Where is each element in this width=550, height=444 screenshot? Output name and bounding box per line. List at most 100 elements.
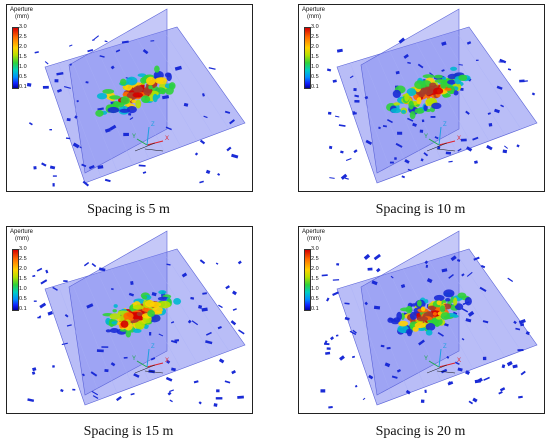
fracture-patch (496, 85, 503, 90)
fracture-patch (69, 63, 72, 66)
fracture-patch (232, 308, 237, 311)
fracture-patch (226, 146, 232, 152)
fracture-cluster-element (132, 304, 144, 310)
fracture-patch (237, 395, 244, 399)
colorbar-tick-label: 0.5 (311, 74, 319, 80)
fracture-cluster-element (414, 108, 425, 114)
fracture-patch (334, 115, 340, 118)
fracture-patch (336, 48, 343, 53)
fracture-patch (461, 337, 465, 341)
colorbar-tick-label: 2.5 (19, 256, 27, 262)
fracture-patch (389, 161, 394, 164)
fracture-patch (121, 40, 129, 44)
fracture-patch (461, 273, 465, 277)
axis-z-line (146, 126, 150, 146)
fracture-patch (466, 271, 473, 277)
fracture-patch (516, 144, 520, 148)
axis-x-label: X (165, 136, 169, 142)
colorbar-tick-label: 1.5 (311, 54, 319, 60)
fracture-patch (417, 63, 424, 69)
fracture-cluster-element (120, 96, 130, 105)
fracture-patch (391, 375, 398, 379)
fracture-patch (33, 300, 37, 302)
colorbar-gradient (304, 249, 311, 311)
mesh-line (71, 280, 118, 394)
fracture-patch (129, 117, 134, 120)
fracture-patch (407, 168, 412, 172)
fracture-patch (326, 297, 330, 302)
fracture-patch (458, 63, 463, 66)
colorbar-title-text: Aperture (302, 7, 326, 13)
fracture-patch (138, 164, 146, 167)
axis-z-line (438, 126, 442, 146)
fracture-cluster-element (453, 90, 459, 96)
colorbar-tick-label: 1.0 (19, 64, 27, 70)
colorbar-tick-label: 0.5 (311, 296, 319, 302)
fracture-patch (45, 269, 49, 274)
fracture-patch (26, 82, 32, 87)
caption-spacing-10m: Spacing is 10 m (375, 202, 466, 217)
fracture-patch (482, 320, 489, 324)
fracture-patch (327, 111, 332, 115)
fracture-patch (407, 117, 414, 122)
axis-y-line (136, 138, 148, 146)
fracture-patch (56, 72, 64, 76)
triad-base-line (426, 142, 448, 152)
fracture-patch (194, 152, 199, 156)
fracture-patch (128, 292, 135, 297)
fracture-patch (503, 145, 508, 149)
mesh-line (429, 260, 490, 364)
fracture-patch (42, 85, 49, 89)
fracture-patch (480, 264, 486, 269)
fracture-patch (97, 165, 104, 170)
fracture-patch (150, 40, 155, 42)
fracture-patch (104, 128, 111, 133)
fracture-patch (320, 389, 326, 393)
fracture-patch (375, 267, 381, 273)
colorbar-tick-label: 1.0 (19, 286, 27, 292)
colorbar-title-text: Aperture (10, 229, 34, 235)
fracture-patch (167, 391, 172, 396)
fracture-cluster-element (450, 66, 458, 71)
axis-y-label: Y (424, 134, 428, 140)
fracture-patch (231, 370, 236, 375)
fracture-patch (193, 380, 199, 384)
colorbar-title: Aperture (mm) (302, 229, 325, 243)
fracture-cluster-element (154, 77, 164, 84)
fracture-patch (446, 355, 450, 359)
fracture-patch (225, 285, 231, 290)
fracture-cluster-element (433, 294, 445, 302)
mesh-line (137, 260, 198, 364)
fracture-patch (41, 162, 47, 167)
fracture-patch (68, 44, 73, 47)
fracture-patch (488, 123, 493, 127)
colorbar-ticks: 3.0 2.5 2.0 1.5 1.0 0.5 0.1 (311, 246, 319, 312)
fracture-patch (142, 49, 149, 55)
fracture-patch (60, 388, 64, 393)
fracture-patch (335, 334, 339, 337)
fracture-patch (217, 172, 221, 176)
fracture-patch (354, 99, 360, 103)
axis-z-label: Z (151, 122, 155, 128)
axis-z-label: Z (443, 122, 447, 128)
fracture-cluster-element (159, 300, 171, 309)
fracture-patch (142, 171, 147, 174)
fracture-patch (130, 281, 134, 285)
fracture-patch (386, 346, 391, 350)
fracture-patch (473, 256, 480, 261)
colorbar-unit: (mm) (15, 14, 29, 20)
fracture-patch (404, 159, 410, 164)
fracture-cluster-element (120, 320, 129, 328)
fracture-patch (507, 68, 512, 71)
colorbar-tick-label: 0.5 (19, 74, 27, 80)
fracture-patch (199, 180, 204, 184)
fracture-patch (364, 301, 368, 306)
colorbar-tick-label: 0.1 (19, 84, 27, 90)
fracture-patch (90, 371, 98, 377)
triad-base-line (144, 148, 164, 152)
fracture-patch (224, 380, 231, 384)
fracture-cluster-element (404, 93, 410, 102)
colorbar-title-text: Aperture (302, 229, 326, 235)
fracture-cluster-element (152, 93, 158, 103)
fracture-cluster-element (433, 87, 444, 95)
